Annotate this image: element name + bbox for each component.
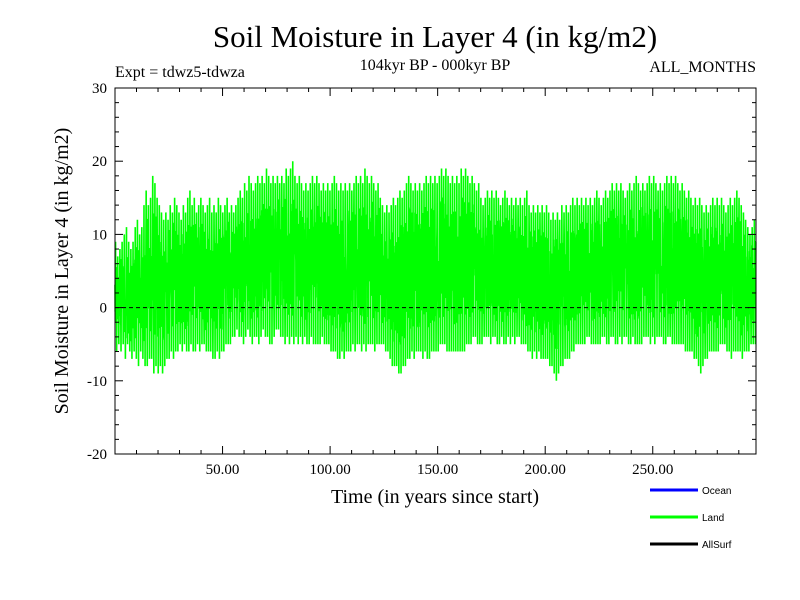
legend-label-allsurf: AllSurf	[702, 540, 732, 551]
legend-label-land: Land	[702, 513, 724, 524]
x-tick-label: 50.00	[206, 462, 240, 478]
x-axis-label: Time (in years since start)	[331, 486, 539, 508]
y-tick-label: 0	[100, 301, 108, 317]
x-tick-label: 200.00	[525, 462, 566, 478]
x-tick-label: 250.00	[632, 462, 673, 478]
months-label: ALL_MONTHS	[649, 59, 756, 76]
y-tick-label: -20	[87, 447, 107, 463]
land-series-line	[114, 161, 757, 381]
axes: -20 -10 0 10 20 30 50.00 100.00 150.00 200.00 250.…	[87, 81, 757, 478]
x-tick-label: 150.00	[417, 462, 458, 478]
plot-frame	[114, 87, 757, 455]
legend-label-ocean: Ocean	[702, 486, 731, 497]
y-tick-label: 30	[92, 81, 107, 97]
legend: Ocean Land AllSurf	[650, 486, 732, 551]
y-tick-label: 10	[92, 227, 107, 243]
experiment-label: Expt = tdwz5-tdwza	[115, 64, 245, 81]
y-axis-label: Soil Moisture in Layer 4 (in kg/m2)	[51, 128, 73, 415]
y-tick-label: 20	[92, 154, 107, 170]
plot-area	[114, 161, 757, 381]
chart-title: Soil Moisture in Layer 4 (in kg/m2)	[213, 19, 657, 54]
y-tick-label: -10	[87, 374, 107, 390]
period-label: 104kyr BP - 000kyr BP	[360, 57, 511, 74]
x-tick-label: 100.00	[309, 462, 350, 478]
